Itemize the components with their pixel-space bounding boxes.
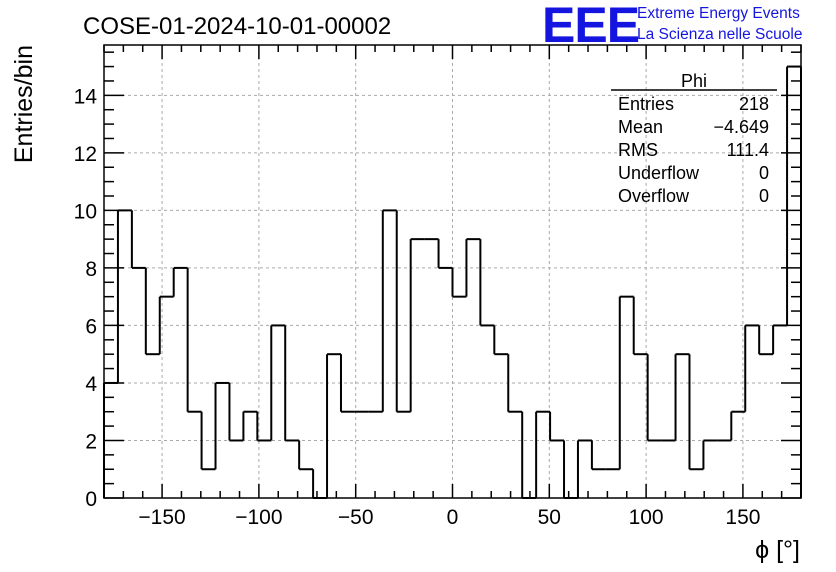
y-tick-label: 6	[85, 315, 97, 338]
stats-row-label: Entries	[618, 94, 674, 114]
x-axis-title: ϕ [°]	[755, 536, 800, 564]
y-tick-label: 2	[85, 430, 97, 453]
stats-row-value: 111.4	[727, 140, 769, 160]
chart-title: COSE-01-2024-10-01-00002	[83, 13, 391, 40]
eee-logo-mark: EEE	[542, 0, 639, 53]
stats-rows: Entries 218 Mean −4.649 RMS 111.4 Underflow 0 Ov…	[618, 94, 769, 206]
x-tick-label: 150	[725, 506, 760, 529]
stats-row-label: Underflow	[618, 163, 700, 183]
stats-row-value: 218	[739, 94, 769, 114]
x-tick-labels: −150 −100 −50 0 50 100 150	[138, 506, 760, 529]
logo-line-2: La Scienza nelle Scuole	[637, 26, 802, 43]
stats-row-label: Mean	[618, 117, 663, 137]
x-tick-label: 50	[538, 506, 561, 529]
stats-row-label: Overflow	[618, 186, 690, 206]
x-tick-label: −100	[235, 506, 282, 529]
y-tick-label: 14	[74, 85, 98, 108]
stats-row-value: 0	[759, 186, 769, 206]
y-axis-title: Entries/bin	[10, 45, 38, 163]
stats-box-name: Phi	[681, 71, 707, 91]
x-tick-label: 0	[447, 506, 459, 529]
y-tick-label: 0	[85, 488, 97, 511]
y-tick-label: 12	[74, 143, 97, 166]
eee-logo: EEE Extreme Energy Events La Scienza nel…	[542, 0, 802, 53]
x-tick-label: −50	[338, 506, 374, 529]
y-tick-label: 8	[85, 258, 97, 281]
y-tick-label: 4	[85, 373, 97, 396]
stats-row-value: −4.649	[713, 117, 769, 137]
axis-ticks	[103, 45, 802, 499]
y-tick-label: 10	[74, 200, 97, 223]
stats-box: Phi Entries 218 Mean −4.649 RMS 111.4 Underflo…	[611, 71, 777, 206]
stats-row-value: 0	[759, 163, 769, 183]
y-tick-labels: 0 2 4 6 8 10 12 14	[74, 85, 98, 511]
x-tick-label: −150	[138, 506, 185, 529]
stats-row-label: RMS	[618, 140, 658, 160]
logo-line-1: Extreme Energy Events	[637, 5, 800, 22]
x-tick-label: 100	[629, 506, 664, 529]
